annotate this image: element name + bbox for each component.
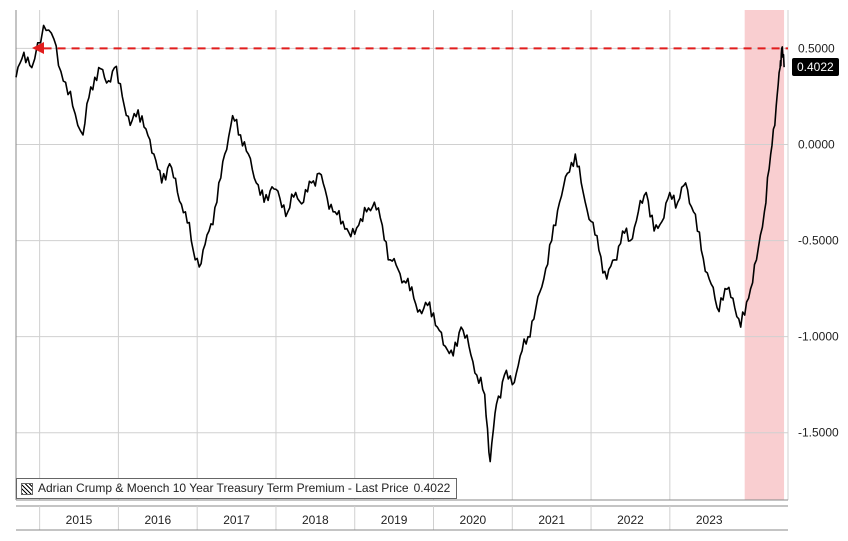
svg-text:2020: 2020 [460, 513, 487, 527]
last-value-text: 0.4022 [797, 60, 834, 74]
svg-text:-1.5000: -1.5000 [798, 426, 839, 440]
svg-text:2016: 2016 [144, 513, 171, 527]
chart-container: 0.5000 0.0000 -0.5000 -1.0000 -1.5000 2015 201… [0, 0, 848, 541]
svg-text:2017: 2017 [223, 513, 250, 527]
legend-swatch-icon [21, 483, 33, 495]
legend: Adrian Crump & Moench 10 Year Treasury T… [16, 478, 457, 499]
svg-text:-1.0000: -1.0000 [798, 330, 839, 344]
legend-label: Adrian Crump & Moench 10 Year Treasury T… [38, 482, 409, 495]
svg-text:2018: 2018 [302, 513, 329, 527]
legend-value: 0.4022 [414, 482, 451, 495]
svg-text:0.5000: 0.5000 [798, 41, 835, 55]
svg-text:-0.5000: -0.5000 [798, 234, 839, 248]
svg-text:2021: 2021 [538, 513, 565, 527]
svg-text:0.0000: 0.0000 [798, 138, 835, 152]
svg-text:2015: 2015 [66, 513, 93, 527]
svg-text:2019: 2019 [381, 513, 408, 527]
reference-arrow-icon [32, 42, 44, 54]
chart-svg: 0.5000 0.0000 -0.5000 -1.0000 -1.5000 2015 201… [0, 0, 848, 541]
last-value-flag: 0.4022 [792, 58, 839, 76]
svg-text:2023: 2023 [696, 513, 723, 527]
svg-text:2022: 2022 [617, 513, 644, 527]
